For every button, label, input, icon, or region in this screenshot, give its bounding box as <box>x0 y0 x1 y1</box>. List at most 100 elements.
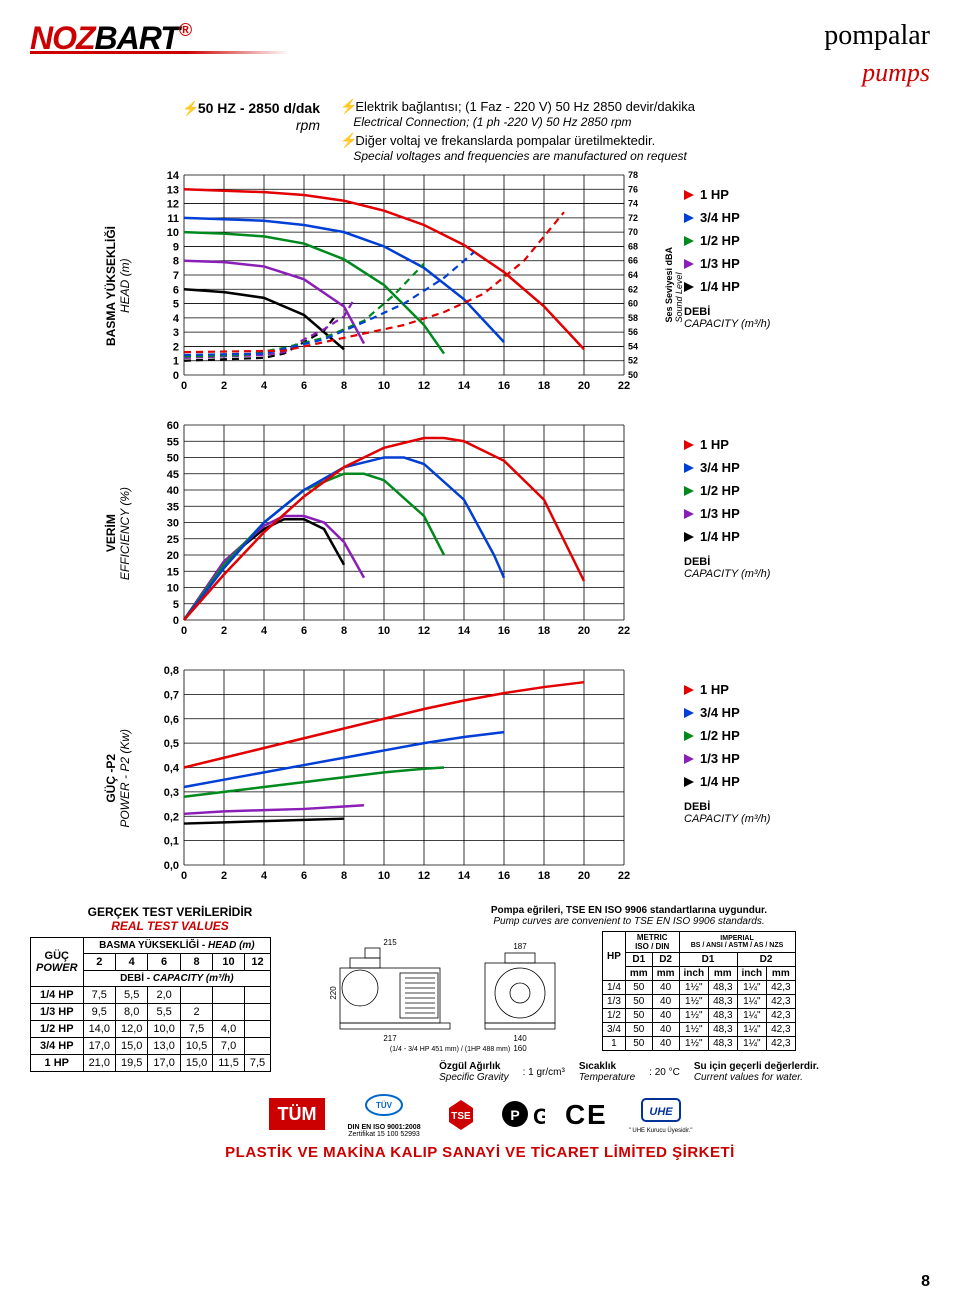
svg-text:187: 187 <box>513 942 527 951</box>
legend-item: 3/4 HP <box>684 460 812 475</box>
svg-text:30: 30 <box>167 518 179 530</box>
svg-text:11: 11 <box>167 213 179 225</box>
svg-text:18: 18 <box>538 380 550 392</box>
logo-noz: NOZ <box>30 20 95 56</box>
svg-text:G: G <box>533 1104 545 1129</box>
svg-text:0,8: 0,8 <box>164 665 179 677</box>
svg-text:20: 20 <box>167 550 179 562</box>
svg-text:12: 12 <box>418 870 430 882</box>
spec-row: ⚡ 50 HZ - 2850 d/dak rpm ⚡ Elektrik bağl… <box>120 98 930 163</box>
title-en: pumps <box>824 58 930 88</box>
svg-text:64: 64 <box>628 270 638 280</box>
svg-text:40: 40 <box>167 485 179 497</box>
chart3-legend: 1 HP3/4 HP1/2 HP1/3 HP1/4 HPDEBİCAPACITY… <box>672 662 812 895</box>
svg-text:3: 3 <box>173 327 179 339</box>
svg-text:16: 16 <box>498 380 510 392</box>
svg-text:7: 7 <box>173 270 179 282</box>
svg-text:9: 9 <box>173 241 179 253</box>
svg-text:16: 16 <box>498 625 510 637</box>
svg-text:1: 1 <box>173 356 179 368</box>
svg-text:0,2: 0,2 <box>164 811 179 823</box>
svg-text:72: 72 <box>628 213 638 223</box>
foot-spec: Su için geçerli değerlerdir.Current valu… <box>694 1061 819 1083</box>
svg-text:6: 6 <box>301 870 307 882</box>
svg-text:E: E <box>587 1099 606 1130</box>
page: NOZBART® pompalar pumps ⚡ 50 HZ - 2850 d… <box>0 0 960 1181</box>
svg-text:10: 10 <box>378 870 390 882</box>
svg-text:56: 56 <box>628 327 638 337</box>
hp-table: GÜÇPOWERBASMA YÜKSEKLİĞİ - HEAD (m)24681… <box>30 937 271 1072</box>
spec-left-en: rpm <box>296 117 320 133</box>
spec1-tr: Elektrik bağlantısı; (1 Faz - 220 V) 50 … <box>355 99 695 114</box>
foot-specs: Özgül AğırlıkSpecific Gravity: 1 gr/cm³S… <box>328 1061 930 1083</box>
chart1-legend: 1 HP3/4 HP1/2 HP1/3 HP1/4 HPDEBİCAPACITY… <box>672 167 812 405</box>
svg-text:15: 15 <box>167 566 179 578</box>
legend-item: 1/4 HP <box>684 279 812 294</box>
chart2-ylabel: VERİMEFFICIENCY (%) <box>100 417 136 650</box>
legend-item: 1 HP <box>684 437 812 452</box>
legend-item: 3/4 HP <box>684 210 812 225</box>
chart2-body: 0510152025303540455055600246810121416182… <box>144 417 664 650</box>
svg-text:C: C <box>565 1099 585 1130</box>
svg-text:68: 68 <box>628 241 638 251</box>
svg-text:140: 140 <box>513 1034 527 1043</box>
svg-text:52: 52 <box>628 356 638 366</box>
uhe-cert: UHE " UHE Kurucu Üyesidir." <box>629 1097 693 1134</box>
svg-text:14: 14 <box>458 625 471 637</box>
logo-reg: ® <box>179 20 191 40</box>
svg-text:78: 78 <box>628 170 638 180</box>
svg-text:0,3: 0,3 <box>164 787 179 799</box>
cert-row: TÜM TÜV DIN EN ISO 9001:2008Zertifikat 1… <box>267 1093 692 1138</box>
svg-text:22: 22 <box>618 625 630 637</box>
svg-text:18: 18 <box>538 870 550 882</box>
svg-text:54: 54 <box>628 341 638 351</box>
svg-text:4: 4 <box>261 380 268 392</box>
test-table-block: GERÇEK TEST VERİLERİDİR REAL TEST VALUES… <box>30 905 310 1072</box>
spec1-en: Electrical Connection; (1 ph -220 V) 50 … <box>353 115 631 129</box>
legend-item: 1/2 HP <box>684 483 812 498</box>
svg-text:6: 6 <box>301 380 307 392</box>
debi-caption: DEBİCAPACITY (m³/h) <box>684 556 812 580</box>
spec-right: ⚡ Elektrik bağlantısı; (1 Faz - 220 V) 5… <box>340 98 695 163</box>
svg-text:62: 62 <box>628 284 638 294</box>
svg-text:8: 8 <box>341 870 347 882</box>
svg-text:25: 25 <box>167 534 179 546</box>
drawing-svg: 215 217 220 (1/4 - 3/4 HP 451 mm) / (1HP… <box>330 933 590 1053</box>
svg-text:215: 215 <box>383 938 397 947</box>
chart3-body: 0,00,10,20,30,40,50,60,70,80246810121416… <box>144 662 664 895</box>
test-title: GERÇEK TEST VERİLERİDİR REAL TEST VALUES <box>30 905 310 933</box>
chart1-ylabel: BASMA YÜKSEKLİĞİHEAD (m) <box>100 167 136 405</box>
page-title: pompalar pumps <box>824 20 930 88</box>
svg-text:0,1: 0,1 <box>164 836 179 848</box>
page-number: 8 <box>921 1273 930 1291</box>
svg-text:TÜM: TÜM <box>278 1104 317 1124</box>
svg-text:74: 74 <box>628 199 638 209</box>
chart1-body: 0123456789101112131402468101214161820225… <box>144 167 664 405</box>
svg-text:20: 20 <box>578 870 590 882</box>
svg-text:(1/4 - 3/4 HP 451 mm) / (1HP: (1/4 - 3/4 HP 451 mm) / (1HP 488 mm) <box>390 1046 510 1053</box>
svg-text:12: 12 <box>418 380 430 392</box>
svg-text:UHE: UHE <box>649 1106 673 1118</box>
svg-text:13: 13 <box>167 184 179 196</box>
logo-bart: BART <box>95 20 179 56</box>
svg-text:10: 10 <box>378 625 390 637</box>
legend-item: 1 HP <box>684 682 812 697</box>
svg-text:66: 66 <box>628 256 638 266</box>
svg-text:2: 2 <box>173 341 179 353</box>
svg-text:14: 14 <box>458 870 471 882</box>
svg-text:0,7: 0,7 <box>164 689 179 701</box>
title-tr: pompalar <box>824 20 930 52</box>
svg-text:60: 60 <box>628 299 638 309</box>
svg-text:6: 6 <box>173 284 179 296</box>
svg-text:0: 0 <box>181 380 187 392</box>
svg-text:0: 0 <box>173 370 179 382</box>
legend-item: 1/4 HP <box>684 774 812 789</box>
svg-text:22: 22 <box>618 380 630 392</box>
svg-text:20: 20 <box>578 625 590 637</box>
spec2-tr: Diğer voltaj ve frekanslarda pompalar ür… <box>355 133 655 148</box>
spec2-en: Special voltages and frequencies are man… <box>353 149 687 163</box>
svg-text:0: 0 <box>181 870 187 882</box>
tum-logo: TÜM <box>267 1096 327 1135</box>
legend-item: 1/3 HP <box>684 506 812 521</box>
brand-logo: NOZBART® <box>30 20 290 54</box>
